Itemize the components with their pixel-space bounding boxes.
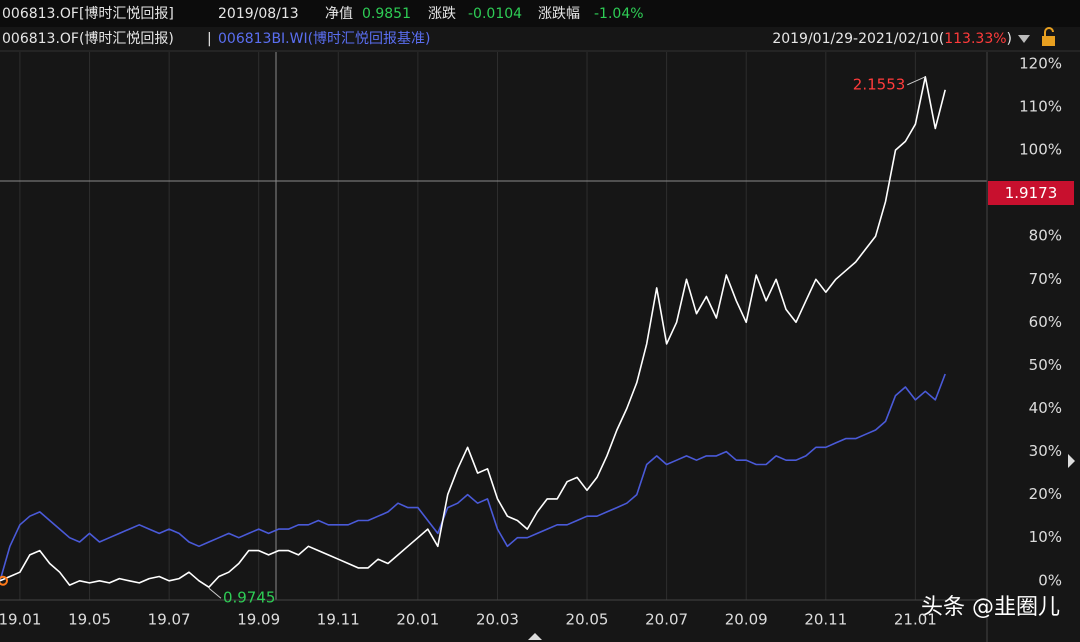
nav-label: 净值 bbox=[325, 6, 353, 22]
x-tick-label: 21.01 bbox=[894, 611, 937, 629]
x-tick-label: 19.01 bbox=[0, 611, 41, 629]
legend-benchmark[interactable]: 006813BI.WI(博时汇悦回报基准) bbox=[218, 30, 431, 47]
annotation-high: 2.1553 bbox=[853, 75, 906, 93]
crosshair-value: 1.9173 bbox=[1005, 184, 1058, 202]
y-tick-label: 70% bbox=[1029, 270, 1062, 288]
legend-separator: | bbox=[207, 31, 212, 47]
range-dates: 2019/01/29-2021/02/10 bbox=[772, 31, 938, 47]
x-tick-label: 19.07 bbox=[148, 611, 191, 629]
range-paren: ) bbox=[1007, 31, 1012, 47]
pct-label: 涨跌幅 bbox=[538, 6, 580, 22]
x-tick-label: 20.07 bbox=[645, 611, 688, 629]
y-tick-label: 120% bbox=[1019, 54, 1062, 72]
header: 006813.OF[博时汇悦回报] 2019/08/13 净值 0.9851 涨… bbox=[2, 5, 644, 22]
change-label: 涨跌 bbox=[428, 6, 456, 22]
y-tick-label: 30% bbox=[1029, 442, 1062, 460]
header-bg bbox=[0, 0, 1080, 27]
fund-code: 006813.OF[博时汇悦回报] bbox=[2, 5, 174, 22]
y-tick-label: 60% bbox=[1029, 313, 1062, 331]
series-line bbox=[0, 373, 946, 582]
date: 2019/08/13 bbox=[218, 6, 299, 22]
y-tick-label: 80% bbox=[1029, 227, 1062, 245]
legend: 006813.OF(博时汇悦回报) | 006813BI.WI(博时汇悦回报基准… bbox=[2, 30, 431, 47]
crosshair-box bbox=[988, 181, 1074, 205]
x-tick-label: 20.09 bbox=[725, 611, 768, 629]
scroll-down[interactable] bbox=[528, 633, 542, 640]
range-return: 113.33% bbox=[944, 31, 1006, 47]
range-paren: ( bbox=[939, 31, 944, 47]
y-tick-label: 50% bbox=[1029, 356, 1062, 374]
annotation-leader bbox=[907, 76, 926, 86]
range-dropdown[interactable] bbox=[1018, 35, 1030, 43]
scroll-right[interactable] bbox=[1068, 454, 1075, 468]
y-tick-label: 40% bbox=[1029, 399, 1062, 417]
y-tick-label: 110% bbox=[1019, 97, 1062, 115]
grid bbox=[19, 52, 916, 600]
change: -0.0104 bbox=[468, 6, 522, 22]
x-tick-label: 20.05 bbox=[566, 611, 609, 629]
y-tick-label: 20% bbox=[1029, 485, 1062, 503]
y-tick-label: 10% bbox=[1029, 528, 1062, 546]
series-line bbox=[0, 76, 946, 588]
y-tick-label: 0% bbox=[1038, 571, 1062, 589]
lock-icon[interactable] bbox=[1042, 27, 1055, 46]
range[interactable]: 2019/01/29-2021/02/10(113.33%) bbox=[772, 31, 1012, 47]
plot bbox=[0, 76, 946, 599]
annotation-leader bbox=[208, 587, 222, 599]
start-marker bbox=[0, 575, 8, 586]
legend-fund[interactable]: 006813.OF(博时汇悦回报) bbox=[2, 30, 174, 47]
nav: 0.9851 bbox=[362, 6, 411, 22]
x-tick-label: 19.09 bbox=[237, 611, 280, 629]
watermark: 头条 @韭圈儿 bbox=[921, 595, 1060, 620]
annotation-low: 0.9745 bbox=[223, 589, 276, 607]
y-tick-label: 100% bbox=[1019, 141, 1062, 159]
x-tick-label: 19.11 bbox=[317, 611, 360, 629]
x-tick-label: 20.01 bbox=[396, 611, 439, 629]
x-tick-label: 19.05 bbox=[68, 611, 111, 629]
x-tick-label: 20.03 bbox=[476, 611, 519, 629]
pct: -1.04% bbox=[594, 6, 644, 22]
x-tick-label: 20.11 bbox=[804, 611, 847, 629]
